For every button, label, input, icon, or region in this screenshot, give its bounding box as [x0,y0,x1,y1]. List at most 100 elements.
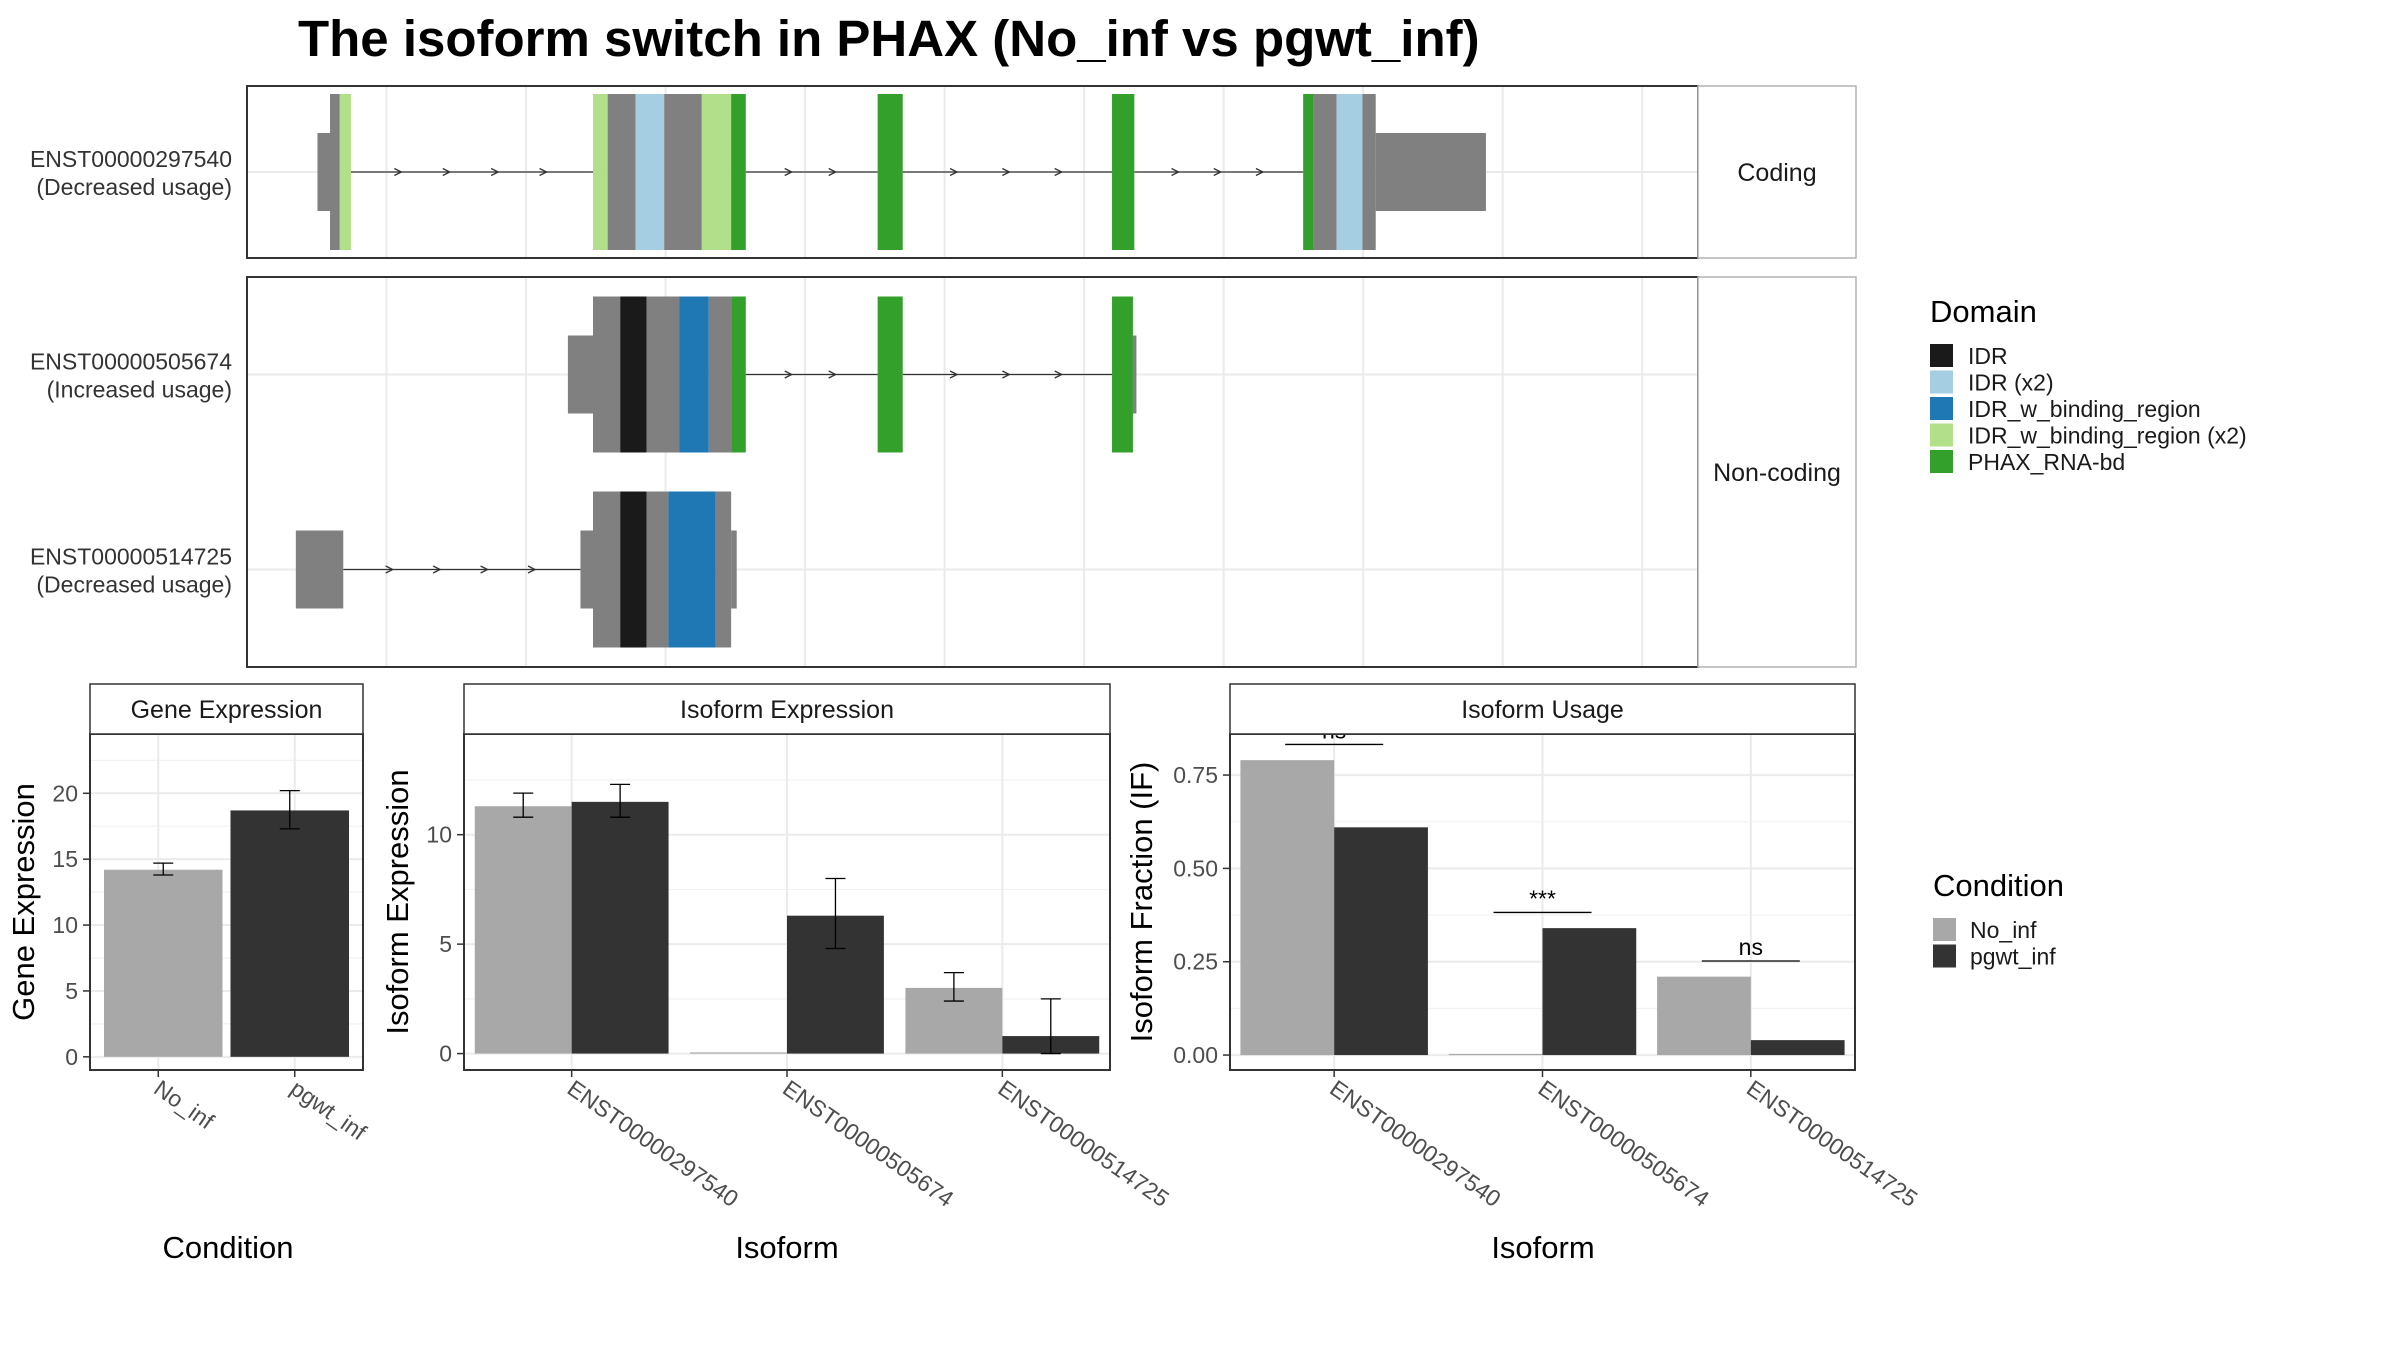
y-tick-label: 0.75 [1173,762,1218,788]
domain-exon-phax-rna-bd [1303,94,1314,250]
transcript-ENST00000297540 [317,94,1486,250]
intron-arrow [784,370,794,379]
legend-swatch-no-inf [1933,918,1956,941]
domain-exon-phax-rna-bd [1112,94,1135,250]
chart-panel-gene-expression: 0 5 10 15 20 Gene Expression No_inf pgwt_inf Con… [6,683,372,1265]
utr-exon [317,133,331,211]
transcript-id-label: ENST00000505674 [30,349,232,375]
legend-label-pgwt-inf: pgwt_inf [1970,944,2056,970]
facet-strip-label: Gene Expression [131,696,323,724]
transcript-usage-label: (Decreased usage) [36,174,232,200]
legend-label-idr: IDR [1968,343,2008,369]
intron-arrow [385,565,395,574]
intron-arrow [527,565,537,574]
x-tick-label: ENST00000514725 [1742,1075,1922,1212]
facet-strip [1229,683,1856,735]
intron-arrow [1002,370,1011,379]
error-bar-pgwt-inf [279,790,300,830]
y-tick-label: 0 [65,1044,78,1070]
coding-exon [664,94,702,250]
x-tick-label: pgwt_inf [286,1075,372,1146]
y-axis-title: Isoform Expression [380,769,415,1034]
domain-exon-idr-w-binding-region [679,296,709,453]
x-axis-title: Isoform [735,1230,838,1265]
bar-no-inf-enst00000505674 [1448,1053,1543,1056]
coding-exon [330,94,340,250]
x-tick-label: ENST00000514725 [993,1075,1173,1212]
facet-strip-label: Isoform Expression [680,696,894,724]
expression-plots: 0 5 10 15 20 Gene Expression No_inf pgwt_inf Con… [6,683,1922,1265]
intron-arrow [432,565,442,574]
coding-exon [607,94,636,250]
legend-label-no-inf: No_inf [1970,917,2037,943]
structure-panel-coding: Coding [246,85,1857,259]
intron-arrow [828,370,838,379]
coding-exon [708,296,732,453]
legend-swatch-pgwt-inf [1933,944,1956,968]
error-bar-pgwt-inf-enst00000514725 [1040,998,1061,1055]
domain-exon-idr-w-binding-region-x2 [701,94,732,250]
bar-no-inf-enst00000297540 [474,806,572,1054]
domain-exon-phax-rna-bd [731,94,746,250]
bar-no-inf [104,869,223,1057]
transcript-id-label: ENST00000297540 [30,146,232,172]
legend-swatch-phax-rna-bd [1930,450,1953,473]
x-tick-label: No_inf [149,1075,219,1135]
bar-pgwt-inf [230,810,349,1057]
x-tick-label: ENST00000505674 [1534,1075,1715,1212]
facet-strip-label: Coding [1737,159,1816,187]
bar-no-inf-enst00000297540 [1240,760,1335,1056]
y-tick-label: 0.25 [1173,949,1218,975]
error-bar-pgwt-inf-enst00000297540 [610,783,631,818]
transcript-ENST00000505674 [567,296,1137,453]
legend-label-idr-w-binding-region-x2: IDR_w_binding_region (x2) [1968,423,2247,449]
intron-arrow [1255,167,1265,177]
significance-label: *** [1529,885,1556,911]
utr-exon [1375,133,1486,211]
legend-label-idr-x2: IDR (x2) [1968,370,2054,396]
error-bar-no-inf-enst00000297540 [513,792,534,818]
utr-exon [295,530,344,609]
condition-legend-title: Condition [1933,868,2064,903]
domain-legend-title: Domain [1930,294,2037,329]
intron-arrow [394,167,403,177]
chart-panel-isoform-expression: 0 5 10 Isoform Expression ENST00000297540 ENS… [380,683,1174,1265]
facet-strip [89,683,364,735]
domain-exon-idr-w-binding-region-x2 [339,94,351,250]
coding-exon [593,491,621,648]
facet-strip-label: Non-coding [1713,459,1841,487]
transcript-usage-label: (Decreased usage) [36,572,232,598]
legend-swatch-idr-w-binding-region [1930,397,1953,420]
error-bar-pgwt-inf-enst00000505674 [825,877,846,950]
domain-exon-phax-rna-bd [731,296,746,453]
domain-exon-idr [620,296,647,453]
domain-exon-phax-rna-bd [1112,296,1133,453]
intron-arrow [1171,167,1181,177]
x-tick-label: ENST00000297540 [563,1075,743,1212]
intron-arrow [1002,167,1011,177]
error-bar-no-inf [153,862,174,876]
y-tick-label: 10 [52,912,78,938]
y-tick-label: 0.00 [1173,1042,1218,1068]
intron-arrow [490,167,500,177]
utr-exon [580,530,594,609]
error-bar-no-inf-enst00000514725 [943,971,964,1002]
coding-exon [646,491,669,648]
legend-label-idr-w-binding-region: IDR_w_binding_region [1968,396,2201,422]
domain-exon-phax-rna-bd [877,94,903,250]
domain-exon-idr-w-binding-region [668,491,716,648]
utr-exon [1132,335,1137,414]
utr-exon [567,335,594,414]
x-axis-title: Isoform [1491,1230,1594,1265]
legend-label-phax-rna-bd: PHAX_RNA-bd [1968,449,2125,475]
transcript-ENST00000514725 [295,491,737,648]
domain-exon-idr-w-binding-region-x2 [593,94,608,250]
intron-arrow [1054,370,1064,379]
domain-exon-idr [620,491,647,648]
y-tick-label: 20 [52,780,78,806]
y-axis-title: Isoform Fraction (IF) [1124,762,1159,1043]
panel-background [247,277,1698,667]
structure-panel-non-coding: Non-coding [246,276,1857,668]
